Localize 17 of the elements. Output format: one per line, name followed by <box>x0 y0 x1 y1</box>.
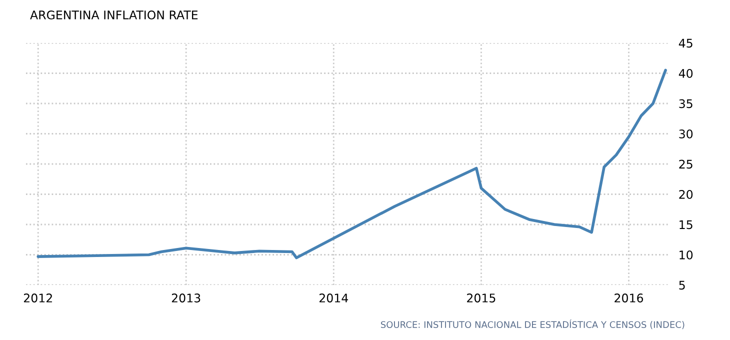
y-tick-label: 30 <box>679 129 693 138</box>
y-tick-label: 15 <box>680 220 692 230</box>
y-tick-label: 40 <box>678 68 693 78</box>
line-series <box>36 68 667 260</box>
x-tick-label: 2012 <box>24 294 52 302</box>
x-tick-label: 2014 <box>319 294 348 302</box>
y-tick-label: 25 <box>679 160 692 169</box>
y-tick-label: 35 <box>679 99 692 108</box>
y-tick-label: 45 <box>678 38 692 48</box>
source-note: SOURCE: INSTITUTO NACIONAL DE ESTADÍSTICA Y CENSOS (INDEC) <box>380 320 684 330</box>
x-tick-label: 2013 <box>172 294 200 302</box>
x-tick-label: 2016 <box>614 294 644 302</box>
y-tick-label: 20 <box>679 190 693 199</box>
y-tick-label: 5 <box>679 280 685 290</box>
x-tick-label: 2015 <box>467 294 496 302</box>
chart-title: ARGENTINA INFLATION RATE <box>30 10 198 20</box>
y-tick-label: 10 <box>680 250 693 260</box>
